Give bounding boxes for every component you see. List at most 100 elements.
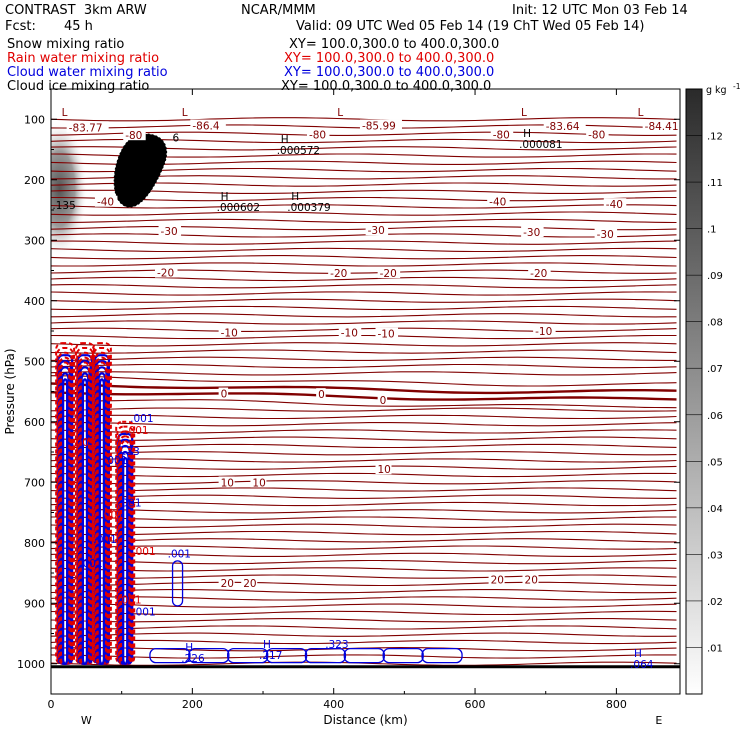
x-tick-label: 600 <box>465 698 486 711</box>
extremum-mark: H <box>634 648 642 660</box>
temperature-label: -40 <box>97 197 114 209</box>
cloud-value-label: .001 <box>118 594 141 606</box>
cloud-water-contour <box>98 378 105 665</box>
isotherm-line <box>51 189 677 194</box>
extremum-mark: H <box>523 128 531 140</box>
isotherm-line <box>51 443 677 449</box>
contour-value-label: 6 <box>173 132 180 144</box>
temperature-label: -84.41 <box>645 121 679 133</box>
isotherm-line <box>51 276 677 282</box>
cloud-value-label: .001 <box>132 546 155 558</box>
temperature-label: -80 <box>309 130 326 142</box>
isotherm-line <box>51 552 677 557</box>
extremum-mark: H <box>129 145 137 157</box>
isotherm-line <box>51 349 677 354</box>
isotherm-line <box>51 240 677 245</box>
low-cloud-contour <box>304 647 347 664</box>
isotherm-line <box>51 480 677 485</box>
cloud-water-contour <box>62 378 69 665</box>
field-xy-cloudice: XY= 100.0,300.0 to 400.0,300.0 <box>281 79 492 94</box>
west-label: W <box>81 714 92 727</box>
rain-contour <box>93 346 111 665</box>
org-label: NCAR/MMM <box>241 3 316 18</box>
isotherm-line <box>51 313 677 318</box>
isotherm-line <box>51 625 677 630</box>
colorbar-tick-label: .06 <box>707 411 723 422</box>
temperature-label: -85.99 <box>362 121 396 133</box>
isotherm-line <box>51 255 677 260</box>
field-name-rain: Rain water mixing ratio <box>7 51 160 66</box>
low-cloud-contour <box>382 647 424 664</box>
temperature-label: -30 <box>161 226 178 238</box>
isotherm-line <box>51 269 677 274</box>
y-tick-label: 100 <box>24 113 45 126</box>
cloud-value-label: .001 <box>125 425 148 437</box>
model-title: CONTRAST 3km ARW <box>5 3 147 18</box>
colorbar-unit-exponent: -1 <box>733 82 740 91</box>
isotherm-line <box>51 375 677 387</box>
extremum-mark: L <box>638 107 644 119</box>
extremum-value: .226 <box>181 653 205 665</box>
temperature-label: -80 <box>493 130 510 142</box>
rain-contour <box>115 420 136 665</box>
isotherm-line <box>51 639 677 645</box>
field-name-cloudwater: Cloud water mixing ratio <box>7 65 168 80</box>
forecast-hour: 45 h <box>64 19 93 34</box>
isotherm-line <box>51 218 677 224</box>
y-tick-label: 300 <box>24 234 45 247</box>
isotherm-line <box>51 371 677 376</box>
x-tick-label: 400 <box>323 698 344 711</box>
isotherm-line <box>51 204 677 209</box>
extremum-value: .064 <box>630 659 654 671</box>
cloud-water-contour <box>81 378 89 665</box>
cloud-value-label: .001 <box>104 455 127 467</box>
isotherm-line <box>51 603 677 608</box>
valid-time: Valid: 09 UTC Wed 05 Feb 14 (19 ChT Wed … <box>296 19 645 34</box>
temperature-label: 0 <box>318 389 325 401</box>
extremum-value: .000602 <box>217 202 260 214</box>
y-tick-label: 1000 <box>17 658 45 671</box>
low-cloud-contour <box>343 647 385 664</box>
extremum-mark: H <box>185 642 193 654</box>
isotherm-line <box>51 247 677 253</box>
isotherm-line <box>51 559 677 565</box>
temperature-label: -80 <box>588 130 605 142</box>
colorbar-tick-label: .02 <box>707 597 723 608</box>
isotherm-line <box>51 516 677 521</box>
temperature-label: -20 <box>380 268 397 280</box>
temperature-label: 0 <box>221 389 228 401</box>
isotherm-line <box>51 567 677 572</box>
isotherm-line <box>51 618 677 623</box>
isotherm-line <box>51 596 677 601</box>
y-tick-label: 400 <box>24 295 45 308</box>
temperature-label: -80 <box>125 130 142 142</box>
convective-contours <box>55 342 463 665</box>
isotherm-line <box>51 320 677 325</box>
low-cloud-contour <box>421 647 463 664</box>
temperature-label: -20 <box>530 268 547 280</box>
isotherm-line <box>51 327 677 332</box>
isotherm-line <box>51 131 677 136</box>
isotherm-line <box>51 632 677 637</box>
isotherm-line <box>51 211 677 216</box>
colorbar-tick-label: .07 <box>707 364 723 375</box>
isotherm-line <box>51 574 677 579</box>
isotherm-line <box>51 501 677 507</box>
extremum-value: .000379 <box>287 202 330 214</box>
field-name-snow: Snow mixing ratio <box>7 37 125 52</box>
extremum-value: .006 <box>125 156 149 168</box>
y-axis-label: Pressure (hPa) <box>3 348 17 434</box>
colorbar-tick-label: .01 <box>707 643 723 654</box>
temperature-label: -30 <box>368 225 385 237</box>
temperature-contours <box>51 117 677 666</box>
isotherm-line <box>51 305 677 311</box>
temperature-label: -83.77 <box>69 122 103 134</box>
isotherm-line <box>51 530 677 536</box>
isotherm-line <box>51 399 677 409</box>
isotherm-line <box>51 472 677 478</box>
contour-value-label: .323 <box>325 639 348 651</box>
field-xy-cloudwater: XY= 100.0,300.0 to 400.0,300.0 <box>284 65 495 80</box>
init-time: Init: 12 UTC Mon 03 Feb 14 <box>512 3 688 18</box>
extremum-value: .000081 <box>519 139 562 151</box>
temperature-label: -10 <box>221 327 238 339</box>
